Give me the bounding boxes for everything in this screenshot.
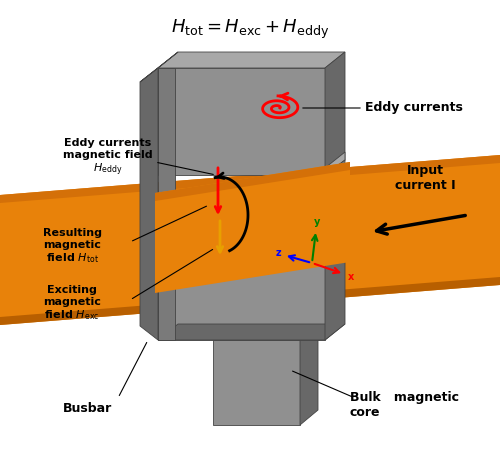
Polygon shape [325,236,345,260]
Polygon shape [0,155,500,203]
Text: x: x [348,272,354,282]
Polygon shape [300,325,318,425]
Polygon shape [158,252,325,340]
Text: Exciting
magnetic
field $H_\mathrm{exc}$: Exciting magnetic field $H_\mathrm{exc}$ [43,285,101,322]
Text: Eddy currents
magnetic field
$H_\mathrm{eddy}$: Eddy currents magnetic field $H_\mathrm{… [63,138,153,178]
Text: z: z [276,248,281,258]
Text: $H_\mathrm{tot} = H_\mathrm{exc} + H_\mathrm{eddy}$: $H_\mathrm{tot} = H_\mathrm{exc} + H_\ma… [171,18,329,41]
Polygon shape [325,160,345,252]
Polygon shape [140,68,158,340]
Text: Resulting
magnetic
field $H_\mathrm{tot}$: Resulting magnetic field $H_\mathrm{tot}… [42,228,102,265]
Text: y: y [314,217,320,227]
Polygon shape [325,52,345,175]
Polygon shape [325,152,345,175]
Polygon shape [158,324,345,340]
Text: Bulk   magnetic
core: Bulk magnetic core [350,391,459,419]
Text: Eddy currents: Eddy currents [365,102,463,114]
Polygon shape [325,236,345,340]
Polygon shape [158,68,325,175]
Text: Busbar: Busbar [64,402,112,414]
Text: Input
current I: Input current I [394,164,456,192]
Polygon shape [213,340,300,425]
Polygon shape [155,162,350,293]
Polygon shape [0,277,500,325]
Polygon shape [155,162,350,201]
Polygon shape [140,52,178,82]
Polygon shape [158,52,345,68]
Polygon shape [158,68,175,340]
Polygon shape [0,155,500,325]
Polygon shape [213,325,318,340]
